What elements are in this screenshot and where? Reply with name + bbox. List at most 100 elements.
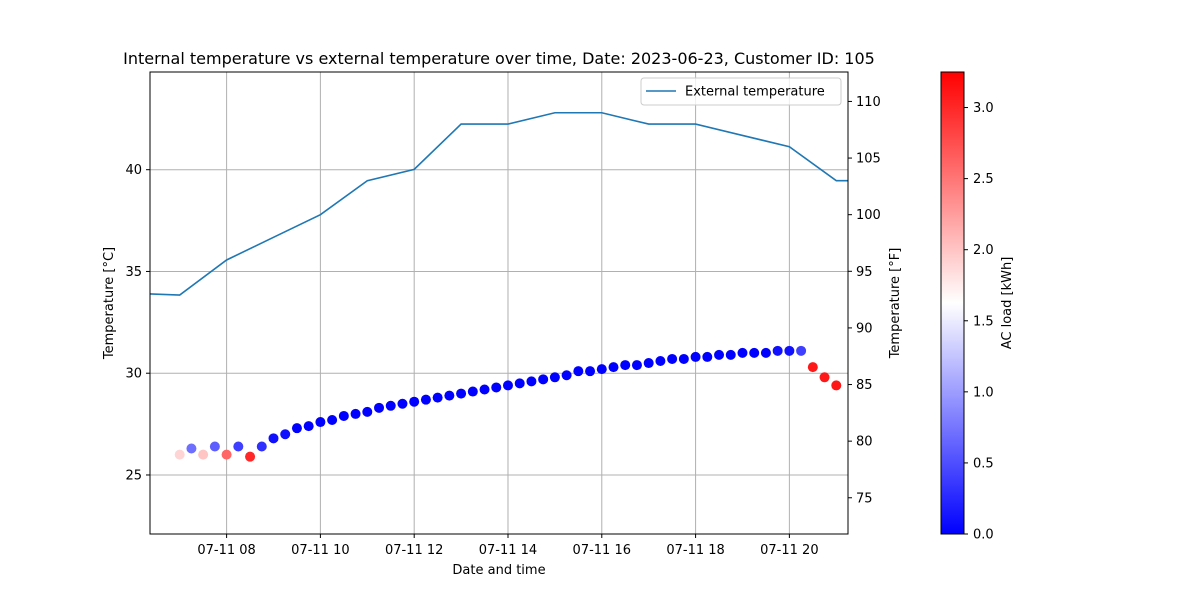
y-tick-label: 30 [125,367,142,382]
internal-temperature-point [502,380,513,391]
internal-temperature-point [772,345,783,356]
internal-temperature-point [245,451,256,462]
y-right-tick-label: 110 [856,95,881,110]
internal-temperature-point [209,441,220,452]
colorbar-tick-label: 2.5 [973,172,994,187]
internal-temperature-point [280,429,291,440]
external-temperature-line-layer [150,111,848,296]
y-right-tick-label: 85 [856,378,873,393]
internal-temperature-point [174,449,185,460]
internal-temperature-point [385,400,396,411]
internal-temperature-point [514,378,525,389]
internal-temperature-point [796,345,807,356]
y-tick-label: 40 [125,163,142,178]
y-right-tick-label: 75 [856,491,873,506]
internal-temperature-point [291,423,302,434]
x-axis-label: Date and time [452,563,545,578]
internal-temperature-point [467,386,478,397]
internal-temperature-point [338,410,349,421]
internal-temperature-point [807,362,818,373]
colorbar-label: AC load [kWh] [1000,257,1015,350]
colorbar-tick-label: 2.0 [973,243,994,258]
internal-temperature-point [315,417,326,428]
y-axis-left-ticks: 25 30 35 40 [125,163,150,483]
internal-temperature-point [831,380,842,391]
internal-temperature-point [198,449,209,460]
colorbar-tick-label: 0.5 [973,456,994,471]
internal-temperature-point [749,347,760,358]
internal-temperature-point [186,443,197,454]
legend-box [640,77,842,106]
internal-temperature-point [784,345,795,356]
internal-temperature-point [702,351,713,362]
internal-temperature-point [397,398,408,409]
legend-label-external-temperature: External temperature [685,85,825,100]
x-tick-label: 07-11 08 [197,543,255,558]
y-axis-right-label: Temperature [°F] [888,248,903,360]
internal-temperature-point [491,382,502,393]
internal-temperature-point [690,351,701,362]
external-temperature-line [150,111,848,296]
colorbar-tick-label: 0.0 [973,528,994,543]
internal-temperature-point [819,372,830,383]
y-right-tick-label: 105 [856,152,881,167]
x-tick-label: 07-11 14 [479,543,537,558]
internal-temperature-point [737,347,748,358]
internal-temperature-point [221,449,232,460]
y-right-tick-label: 100 [856,208,881,223]
y-right-tick-label: 90 [856,321,873,336]
colorbar-tick-label: 1.0 [973,385,994,400]
internal-temperature-point [655,356,666,367]
colorbar-tick-label: 1.5 [973,314,994,329]
gridlines [150,72,848,534]
internal-temperature-point [526,376,537,387]
internal-temperature-point [631,360,642,371]
colorbar-tick-label: 3.0 [973,101,994,116]
internal-temperature-point [643,358,654,369]
x-tick-label: 07-11 12 [385,543,443,558]
y-tick-label: 25 [125,468,142,483]
internal-temperature-point [420,394,431,405]
internal-temperature-point [760,347,771,358]
internal-temperature-point [620,360,631,371]
internal-temperature-point [714,349,725,360]
internal-temperature-point [725,349,736,360]
internal-temperature-point [585,366,596,377]
scatter-points [174,345,842,462]
internal-temperature-point [256,441,267,452]
chart-title: Internal temperature vs external tempera… [123,49,875,68]
internal-temperature-point [409,396,420,407]
internal-temperature-point [350,408,361,419]
internal-temperature-point [327,415,338,426]
internal-temperature-point [596,364,607,375]
internal-temperature-point [362,406,373,417]
plot-frame [149,71,849,535]
internal-temperature-point [233,441,244,452]
y-right-tick-label: 80 [856,435,873,450]
internal-temperature-point [432,392,443,403]
internal-temperature-point [608,362,619,373]
colorbar-ticks: 0.0 0.5 1.0 1.5 2.0 2.5 3.0 [964,101,994,543]
y-tick-label: 35 [125,265,142,280]
internal-temperature-point [561,370,572,381]
internal-temperature-point [268,433,279,444]
internal-temperature-point [479,384,490,395]
x-tick-label: 07-11 10 [291,543,349,558]
internal-temperature-point [549,372,560,383]
internal-temperature-point [678,353,689,364]
internal-temperature-point [573,366,584,377]
y-axis-right-ticks: 75 80 85 90 95 100 105 110 [848,95,881,506]
legend: External temperature [640,77,842,106]
internal-temperature-point [667,353,678,364]
x-tick-label: 07-11 18 [666,543,724,558]
internal-temperature-point [444,390,455,401]
x-tick-label: 07-11 16 [573,543,631,558]
y-axis-left-label: Temperature [°C] [102,247,117,360]
y-right-tick-label: 95 [856,265,873,280]
internal-temperature-point [538,374,549,385]
colorbar [940,71,965,535]
x-axis-ticks: 07-11 08 07-11 10 07-11 12 07-11 14 07-11 16… [197,534,819,558]
internal-temperature-point [456,388,467,399]
internal-temperature-point [303,421,314,432]
